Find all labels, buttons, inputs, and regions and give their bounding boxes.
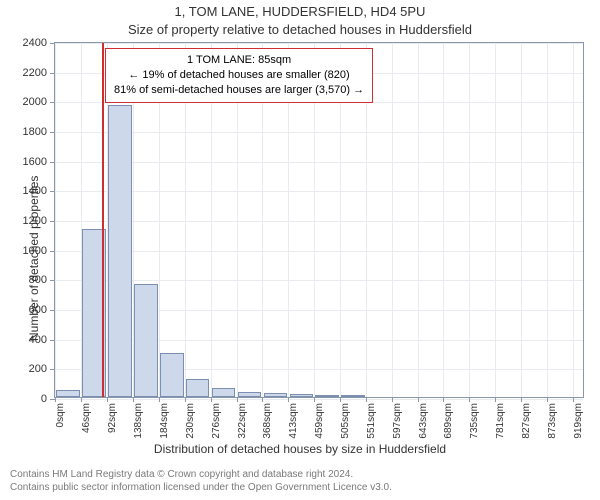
x-tick-mark bbox=[392, 397, 393, 402]
grid-line-horizontal bbox=[55, 162, 583, 163]
footer-attribution: Contains HM Land Registry data © Crown c… bbox=[10, 468, 392, 494]
x-tick-label: 919sqm bbox=[573, 403, 584, 439]
x-tick-label: 184sqm bbox=[159, 403, 170, 439]
grid-line-horizontal bbox=[55, 191, 583, 192]
x-tick-label: 0sqm bbox=[55, 403, 66, 427]
grid-line-vertical bbox=[469, 43, 470, 397]
x-tick-label: 276sqm bbox=[211, 403, 222, 439]
x-tick-label: 505sqm bbox=[340, 403, 351, 439]
x-tick-mark bbox=[288, 397, 289, 402]
x-tick-mark bbox=[366, 397, 367, 402]
y-axis-label: Number of detached properties bbox=[27, 181, 41, 341]
x-tick-label: 368sqm bbox=[262, 403, 273, 439]
grid-line-vertical bbox=[547, 43, 548, 397]
y-tick-label: 2000 bbox=[23, 96, 47, 108]
y-tick-label: 2400 bbox=[23, 37, 47, 49]
grid-line-vertical bbox=[443, 43, 444, 397]
x-tick-mark bbox=[262, 397, 263, 402]
annotation-line-2: ← 19% of detached houses are smaller (82… bbox=[114, 68, 364, 83]
x-tick-mark bbox=[133, 397, 134, 402]
histogram-bar bbox=[315, 395, 339, 397]
x-tick-mark bbox=[573, 397, 574, 402]
histogram-bar bbox=[108, 105, 132, 397]
grid-line-horizontal bbox=[55, 251, 583, 252]
y-tick-label: 1800 bbox=[23, 126, 47, 138]
x-tick-mark bbox=[81, 397, 82, 402]
x-tick-label: 459sqm bbox=[314, 403, 325, 439]
x-tick-mark bbox=[340, 397, 341, 402]
histogram-bar bbox=[290, 394, 314, 397]
x-tick-label: 46sqm bbox=[81, 403, 92, 433]
x-tick-label: 643sqm bbox=[418, 403, 429, 439]
grid-line-vertical bbox=[418, 43, 419, 397]
plot-area: 0200400600800100012001400160018002000220… bbox=[54, 42, 584, 398]
y-tick-label: 1600 bbox=[23, 156, 47, 168]
x-tick-label: 689sqm bbox=[443, 403, 454, 439]
chart-container: 1, TOM LANE, HUDDERSFIELD, HD4 5PU Size … bbox=[0, 0, 600, 500]
grid-line-horizontal bbox=[55, 43, 583, 44]
x-tick-mark bbox=[314, 397, 315, 402]
histogram-bar bbox=[160, 353, 184, 398]
x-tick-label: 92sqm bbox=[107, 403, 118, 433]
grid-line-vertical bbox=[495, 43, 496, 397]
x-tick-mark bbox=[547, 397, 548, 402]
x-tick-label: 873sqm bbox=[547, 403, 558, 439]
y-tick-label: 2200 bbox=[23, 67, 47, 79]
x-tick-label: 551sqm bbox=[366, 403, 377, 439]
x-tick-mark bbox=[55, 397, 56, 402]
x-tick-label: 781sqm bbox=[495, 403, 506, 439]
histogram-bar bbox=[134, 284, 158, 397]
y-tick-label: 0 bbox=[41, 393, 47, 405]
x-tick-mark bbox=[495, 397, 496, 402]
x-tick-label: 322sqm bbox=[237, 403, 248, 439]
x-tick-label: 138sqm bbox=[133, 403, 144, 439]
x-tick-label: 230sqm bbox=[185, 403, 196, 439]
x-tick-mark bbox=[185, 397, 186, 402]
y-tick-label: 200 bbox=[29, 363, 47, 375]
footer-line-2: Contains public sector information licen… bbox=[10, 481, 392, 494]
grid-line-vertical bbox=[392, 43, 393, 397]
x-tick-mark bbox=[469, 397, 470, 402]
grid-line-horizontal bbox=[55, 132, 583, 133]
x-tick-mark bbox=[107, 397, 108, 402]
x-axis-label: Distribution of detached houses by size … bbox=[0, 442, 600, 456]
chart-title-main: 1, TOM LANE, HUDDERSFIELD, HD4 5PU bbox=[0, 4, 600, 19]
x-tick-mark bbox=[521, 397, 522, 402]
grid-line-horizontal bbox=[55, 399, 583, 400]
x-tick-mark bbox=[443, 397, 444, 402]
annotation-line-1: 1 TOM LANE: 85sqm bbox=[114, 53, 364, 68]
x-tick-mark bbox=[418, 397, 419, 402]
histogram-bar bbox=[341, 395, 365, 397]
x-tick-mark bbox=[211, 397, 212, 402]
grid-line-horizontal bbox=[55, 280, 583, 281]
footer-line-1: Contains HM Land Registry data © Crown c… bbox=[10, 468, 392, 481]
histogram-bar bbox=[264, 393, 288, 397]
grid-line-horizontal bbox=[55, 221, 583, 222]
annotation-line-3: 81% of semi-detached houses are larger (… bbox=[114, 83, 364, 98]
grid-line-vertical bbox=[521, 43, 522, 397]
reference-line bbox=[102, 43, 104, 397]
histogram-bar bbox=[56, 390, 80, 397]
x-tick-label: 413sqm bbox=[288, 403, 299, 439]
histogram-bar bbox=[212, 388, 236, 397]
annotation-box: 1 TOM LANE: 85sqm← 19% of detached house… bbox=[105, 48, 373, 103]
x-tick-label: 735sqm bbox=[469, 403, 480, 439]
x-tick-label: 597sqm bbox=[392, 403, 403, 439]
chart-title-sub: Size of property relative to detached ho… bbox=[0, 22, 600, 37]
grid-line-vertical bbox=[55, 43, 56, 397]
grid-line-vertical bbox=[573, 43, 574, 397]
histogram-bar bbox=[238, 392, 262, 397]
x-tick-mark bbox=[159, 397, 160, 402]
x-tick-mark bbox=[237, 397, 238, 402]
x-tick-label: 827sqm bbox=[521, 403, 532, 439]
histogram-bar bbox=[186, 379, 210, 397]
